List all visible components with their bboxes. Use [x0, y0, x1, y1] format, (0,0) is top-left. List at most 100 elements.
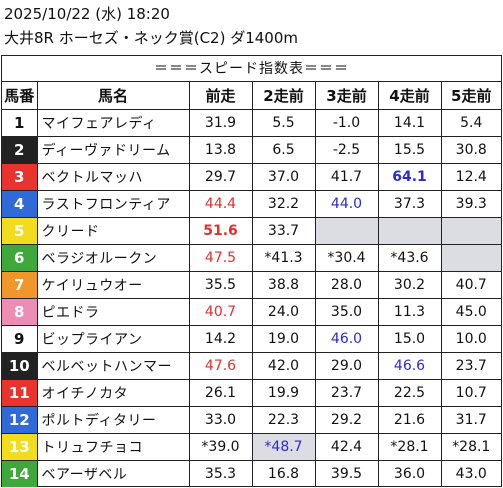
speed-index-cell: 12.4 [440, 162, 501, 191]
table-row: 13 トリュフチョコ *39.0 *48.7 42.4 *28.1 *28.1 [2, 432, 501, 461]
speed-index-cell: 47.6 [188, 351, 253, 380]
column-header-2-races-ago: 2走前 [251, 82, 316, 110]
speed-index-cell: 13.8 [188, 135, 253, 164]
column-header-3-races-ago: 3走前 [314, 82, 379, 110]
speed-index-cell: 47.5 [188, 243, 253, 272]
speed-index-cell: 29.2 [314, 405, 379, 434]
speed-index-cell [377, 216, 442, 245]
speed-index-cell: 38.8 [251, 270, 316, 299]
table-row: 4 ラストフロンティア 44.4 32.2 44.0 37.3 39.3 [2, 189, 501, 218]
column-header-4-races-ago: 4走前 [377, 82, 442, 110]
table-row: 10 ベルベットハンマー 47.6 42.0 29.0 46.6 23.7 [2, 351, 501, 380]
speed-index-cell: *28.1 [440, 432, 501, 461]
speed-index-cell: 44.4 [188, 189, 253, 218]
speed-index-cell: -2.5 [314, 135, 379, 164]
speed-index-cell: 39.5 [314, 459, 379, 487]
horse-name: ビップライアン [36, 324, 190, 353]
horse-number: 14 [2, 459, 38, 487]
speed-index-cell [440, 243, 501, 272]
speed-index-cell: 21.6 [377, 405, 442, 434]
speed-index-cell: 14.1 [377, 108, 442, 137]
speed-index-cell: 22.3 [251, 405, 316, 434]
horse-name: ディーヴァドリーム [36, 135, 190, 164]
speed-index-cell: 22.5 [377, 378, 442, 407]
speed-index-cell: 29.0 [314, 351, 379, 380]
horse-number: 4 [2, 189, 38, 218]
horse-name: ベアーザベル [36, 459, 190, 487]
speed-index-cell: 35.0 [314, 297, 379, 326]
table-row: 9 ビップライアン 14.2 19.0 46.0 15.0 10.0 [2, 324, 501, 353]
speed-index-cell: 26.1 [188, 378, 253, 407]
speed-index-cell: 11.3 [377, 297, 442, 326]
speed-index-cell: 10.0 [440, 324, 501, 353]
speed-index-cell: 35.5 [188, 270, 253, 299]
speed-index-cell: 36.0 [377, 459, 442, 487]
speed-index-cell: -1.0 [314, 108, 379, 137]
speed-index-cell: 5.4 [440, 108, 501, 137]
speed-index-cell: *41.3 [251, 243, 316, 272]
table-title: ＝＝＝スピード指数表＝＝＝ [2, 56, 501, 82]
table-row: 5 クリード 51.6 33.7 [2, 216, 501, 245]
column-header-last-race: 前走 [188, 82, 253, 110]
speed-index-cell: 46.6 [377, 351, 442, 380]
table-row: 2 ディーヴァドリーム 13.8 6.5 -2.5 15.5 30.8 [2, 135, 501, 164]
speed-index-cell: 6.5 [251, 135, 316, 164]
speed-index-cell: 42.0 [251, 351, 316, 380]
speed-index-cell: 51.6 [188, 216, 253, 245]
speed-index-cell: 45.0 [440, 297, 501, 326]
speed-index-cell: 42.4 [314, 432, 379, 461]
horse-name: マイフェアレディ [36, 108, 190, 137]
horse-number: 10 [2, 351, 38, 380]
horse-name: ピエドラ [36, 297, 190, 326]
horse-number: 5 [2, 216, 38, 245]
column-header-row: 馬番 馬名 前走 2走前 3走前 4走前 5走前 [2, 82, 501, 110]
speed-index-cell: *28.1 [377, 432, 442, 461]
horse-name: ポルトディタリー [36, 405, 190, 434]
table-row: 12 ポルトディタリー 33.0 22.3 29.2 21.6 31.7 [2, 405, 501, 434]
table-row: 8 ピエドラ 40.7 24.0 35.0 11.3 45.0 [2, 297, 501, 326]
table-row: 1 マイフェアレディ 31.9 5.5 -1.0 14.1 5.4 [2, 108, 501, 137]
horse-number: 12 [2, 405, 38, 434]
speed-index-cell: 19.0 [251, 324, 316, 353]
speed-index-cell: 23.7 [440, 351, 501, 380]
horse-number: 8 [2, 297, 38, 326]
speed-index-cell: 5.5 [251, 108, 316, 137]
speed-index-cell: 14.2 [188, 324, 253, 353]
table-row: 7 ケイリュウオー 35.5 38.8 28.0 30.2 40.7 [2, 270, 501, 299]
horse-name: ベラジオルークン [36, 243, 190, 272]
speed-index-cell: 46.0 [314, 324, 379, 353]
speed-index-table: ＝＝＝スピード指数表＝＝＝ 馬番 馬名 前走 2走前 3走前 4走前 5走前 1… [1, 55, 502, 487]
speed-index-cell: *48.7 [251, 432, 316, 461]
table-row: 14 ベアーザベル 35.3 16.8 39.5 36.0 43.0 [2, 459, 501, 487]
speed-index-cell: 44.0 [314, 189, 379, 218]
speed-index-cell: 32.2 [251, 189, 316, 218]
speed-index-cell: 37.3 [377, 189, 442, 218]
speed-index-cell: 35.3 [188, 459, 253, 487]
speed-index-cell: 40.7 [188, 297, 253, 326]
speed-index-cell: 37.0 [251, 162, 316, 191]
horse-name: オイチノカタ [36, 378, 190, 407]
speed-index-cell: 15.0 [377, 324, 442, 353]
speed-index-cell: 39.3 [440, 189, 501, 218]
speed-index-cell: 33.7 [251, 216, 316, 245]
horse-name: ベルベットハンマー [36, 351, 190, 380]
horse-number: 6 [2, 243, 38, 272]
table-row: 3 ベクトルマッハ 29.7 37.0 41.7 64.1 12.4 [2, 162, 501, 191]
speed-index-cell [314, 216, 379, 245]
speed-index-cell: *43.6 [377, 243, 442, 272]
speed-index-cell: 23.7 [314, 378, 379, 407]
horse-number: 13 [2, 432, 38, 461]
race-title: 大井8R ホーセズ・ネック賞(C2) ダ1400m [4, 29, 299, 47]
horse-name: クリード [36, 216, 190, 245]
column-header-name: 馬名 [36, 82, 190, 110]
speed-index-cell: 30.8 [440, 135, 501, 164]
speed-index-cell: 33.0 [188, 405, 253, 434]
speed-index-cell: 19.9 [251, 378, 316, 407]
speed-index-cell: 43.0 [440, 459, 501, 487]
speed-index-cell: 16.8 [251, 459, 316, 487]
speed-index-cell: 24.0 [251, 297, 316, 326]
speed-index-cell: 10.7 [440, 378, 501, 407]
horse-number: 2 [2, 135, 38, 164]
speed-index-cell: 31.7 [440, 405, 501, 434]
horse-number: 1 [2, 108, 38, 137]
